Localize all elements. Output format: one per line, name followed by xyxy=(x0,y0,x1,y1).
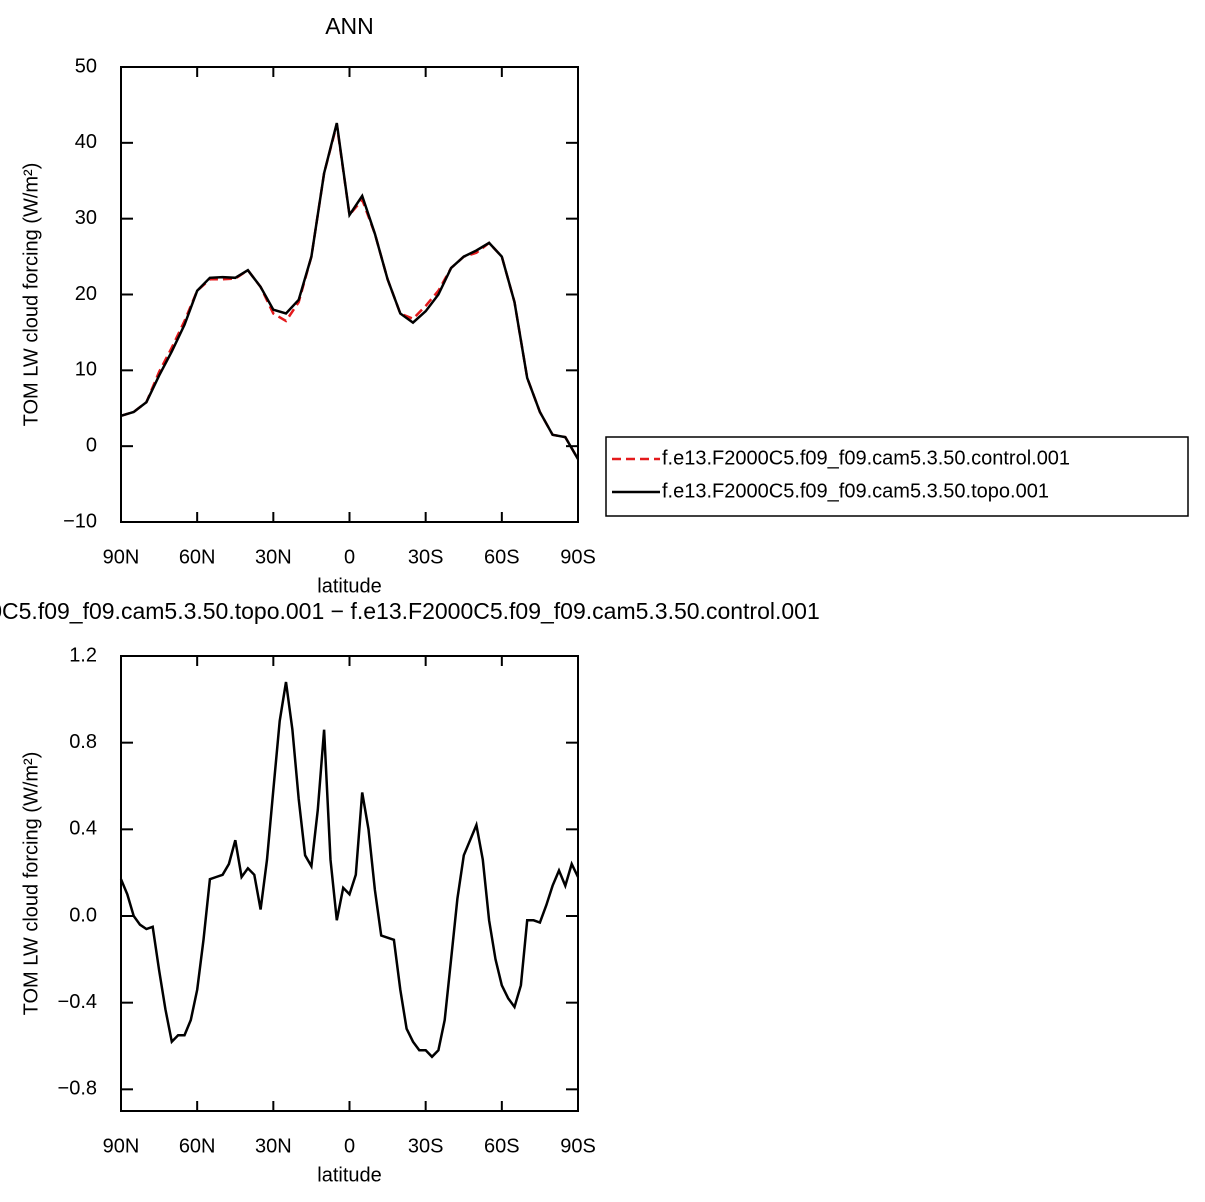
x-tick-label: 90S xyxy=(560,1135,596,1157)
y-tick-label: −0.4 xyxy=(58,991,97,1013)
y-tick-label: 50 xyxy=(75,55,97,77)
x-tick-label: 30S xyxy=(408,1135,444,1157)
y-tick-label: 40 xyxy=(75,131,97,153)
x-tick-label: 0 xyxy=(344,546,355,568)
series-line xyxy=(119,681,580,1059)
legend-label: f.e13.F2000C5.f09_f09.cam5.3.50.control.… xyxy=(662,447,1070,469)
plot-frame xyxy=(120,655,579,1112)
legend-box xyxy=(605,436,1189,517)
y-tick-label: 0.0 xyxy=(69,904,97,926)
chart-title: ANN xyxy=(325,13,374,39)
x-tick-label: 60S xyxy=(484,1135,520,1157)
x-tick-label: 30N xyxy=(255,1135,292,1157)
plot-frame xyxy=(120,66,579,523)
x-tick-label: 30N xyxy=(255,546,292,568)
y-axis-label: TOM LW cloud forcing (W/m²) xyxy=(20,163,42,427)
x-tick-label: 60N xyxy=(179,546,216,568)
y-tick-label: −10 xyxy=(63,510,97,532)
y-tick-label: 30 xyxy=(75,207,97,229)
x-axis-label: latitude xyxy=(317,575,382,597)
series-line xyxy=(120,122,580,460)
x-tick-label: 60S xyxy=(484,546,520,568)
x-tick-label: 90S xyxy=(560,546,596,568)
y-tick-label: 0.4 xyxy=(69,818,97,840)
y-tick-label: 10 xyxy=(75,359,97,381)
x-tick-label: 60N xyxy=(179,1135,216,1157)
x-tick-label: 90N xyxy=(103,1135,140,1157)
x-tick-label: 90N xyxy=(103,546,140,568)
y-tick-label: 0 xyxy=(86,434,97,456)
y-axis-label: TOM LW cloud forcing (W/m²) xyxy=(20,752,42,1016)
legend-label: f.e13.F2000C5.f09_f09.cam5.3.50.topo.001 xyxy=(662,480,1049,502)
y-tick-label: 0.8 xyxy=(69,731,97,753)
y-tick-label: 1.2 xyxy=(69,644,97,666)
chart-title: f.e13.F2000C5.f09_f09.cam5.3.50.topo.001… xyxy=(0,598,820,624)
x-tick-label: 0 xyxy=(344,1135,355,1157)
y-tick-label: −0.8 xyxy=(58,1078,97,1100)
series-line xyxy=(120,124,580,460)
x-tick-label: 30S xyxy=(408,546,444,568)
y-tick-label: 20 xyxy=(75,283,97,305)
x-axis-label: latitude xyxy=(317,1164,382,1186)
